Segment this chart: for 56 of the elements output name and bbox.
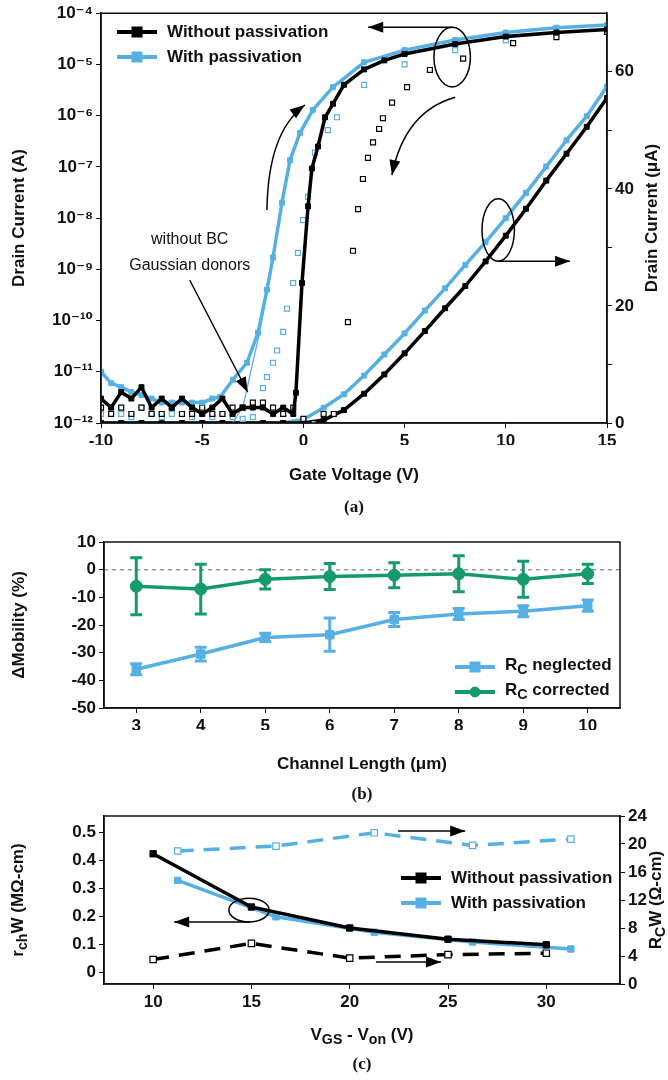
y-tick-label: 0.4 <box>72 850 97 870</box>
y-tick-label: 10⁻¹⁰ <box>52 310 93 330</box>
legend-label: With passivation <box>167 46 302 67</box>
y-tick-label: 10⁻⁹ <box>57 259 93 279</box>
y2-tick-label: 12 <box>628 889 647 909</box>
text: (a) <box>344 497 364 517</box>
y-tick-label: 10 <box>77 531 96 551</box>
y-tick-label: 10⁻⁷ <box>58 156 93 176</box>
y-tick-label: 10⁻⁴ <box>56 2 93 22</box>
y2-tick-label: 0 <box>628 973 638 993</box>
legend-label: Without passivation <box>451 867 613 888</box>
x-tick-label: 20 <box>340 991 360 1011</box>
text: (b) <box>351 784 373 804</box>
y-tick-label: -30 <box>71 642 96 662</box>
y2-tick-label: 4 <box>628 945 638 965</box>
y-axis-title: Drain Current (A) <box>9 149 29 288</box>
y-tick-label: 0 <box>86 559 96 579</box>
annotation: without BC Gaussian donors <box>129 229 251 276</box>
x-tick-label: 7 <box>389 715 399 735</box>
x-axis-title: Channel Length (μm) <box>277 754 447 774</box>
y-tick-label: -40 <box>71 670 96 690</box>
x-tick-label: 25 <box>438 991 458 1011</box>
y2-axis-title: Drain Current (μA) <box>642 143 662 293</box>
y2-tick-label: 20 <box>615 295 634 315</box>
text: (c) <box>352 1054 372 1074</box>
legend-label: R$_{C}$ neglected <box>505 655 612 678</box>
x-tick-label: 15 <box>241 991 261 1011</box>
y-axis-title: ΔMobility (%) <box>9 571 29 679</box>
y-tick-label: -50 <box>71 697 96 717</box>
y2-tick-label: 24 <box>628 805 648 825</box>
x-axis-title: Gate Voltage (V) <box>288 465 420 485</box>
x-tick-label: 30 <box>536 991 556 1011</box>
y2-tick-label: 8 <box>628 917 638 937</box>
legend-label: Without passivation <box>167 21 329 42</box>
y-tick-label: 10⁻⁶ <box>57 105 93 125</box>
legend-label: With passivation <box>451 892 586 913</box>
x-axis-title: V$_{GS}$ - V$_{on}$ (V) <box>310 1024 414 1048</box>
y-tick-label: 0.5 <box>72 822 96 842</box>
y-tick-label: 10⁻⁸ <box>57 207 93 227</box>
y2-tick-label: 60 <box>615 61 634 81</box>
y2-tick-label: 40 <box>615 178 634 198</box>
y-tick-label: 0.1 <box>72 934 96 954</box>
y2-tick-label: 16 <box>628 861 647 881</box>
x-tick-label: 4 <box>196 715 207 735</box>
y-tick-label: 0.2 <box>72 906 96 926</box>
x-tick-label: 10 <box>143 991 163 1011</box>
y-tick-label: 10⁻⁵ <box>57 54 93 74</box>
y-tick-label: -10 <box>71 587 96 607</box>
y-tick-label: -20 <box>71 614 96 634</box>
y2-tick-label: 20 <box>628 833 647 853</box>
y-tick-label: 10⁻¹² <box>53 412 94 432</box>
y-tick-label: 10⁻¹¹ <box>53 361 94 381</box>
legend-label: R$_{C}$ corrected <box>505 680 610 703</box>
y2-tick-label: 0 <box>615 412 625 432</box>
y-tick-label: 0 <box>86 962 96 982</box>
y-tick-label: 0.3 <box>72 878 96 898</box>
